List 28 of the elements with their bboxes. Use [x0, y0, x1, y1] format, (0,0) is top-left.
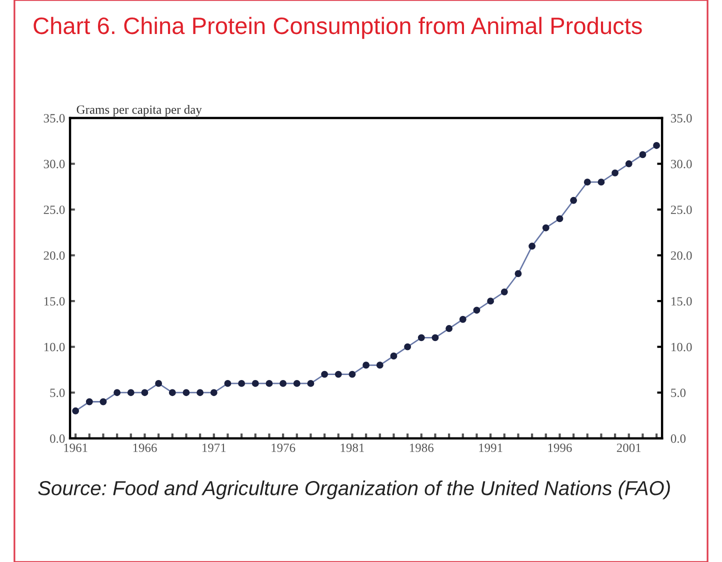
- y2-tick-label: 10.0: [672, 342, 692, 352]
- y-tick-label: 35.0: [44, 114, 65, 123]
- y-tick-label: 10.0: [44, 342, 65, 352]
- x-tick-label: 1966: [133, 444, 157, 452]
- x-tick-label: 1971: [202, 444, 226, 452]
- x-tick-label: 1991: [479, 444, 502, 452]
- y2-tick-label: 30.0: [671, 160, 692, 168]
- source-note: Source: Food and Agriculture Organization of the United Nations (FAO): [38, 480, 670, 500]
- x-tick-label: 1981: [340, 444, 364, 452]
- y-tick-label: 15.0: [44, 297, 65, 306]
- y2-tick-label: 5.0: [671, 388, 686, 398]
- y2-tick-label: 15.0: [672, 297, 692, 306]
- x-tick-label: 1976: [272, 444, 296, 452]
- x-tick-label: 2001: [616, 444, 641, 452]
- y2-tick-label: 20.0: [670, 251, 692, 260]
- y-axis-title: Grams per capita per day: [76, 105, 202, 116]
- y2-tick-label: 0.0: [670, 434, 686, 443]
- x-tick-label: 1996: [548, 444, 572, 452]
- y-tick-label: 30.0: [44, 160, 65, 168]
- x-tick-label: 1961: [64, 444, 88, 452]
- y-tick-label: 0.0: [50, 434, 65, 443]
- x-tick-label: 1986: [410, 444, 434, 452]
- y2-tick-label: 35.0: [671, 114, 692, 123]
- y-tick-label: 5.0: [50, 388, 65, 398]
- y2-tick-label: 25.0: [670, 206, 692, 214]
- y-tick-label: 20.0: [44, 251, 65, 260]
- chart-title: Chart 6. China Protein Consumption from Animal Products: [34, 16, 642, 39]
- y-tick-label: 25.0: [44, 206, 65, 214]
